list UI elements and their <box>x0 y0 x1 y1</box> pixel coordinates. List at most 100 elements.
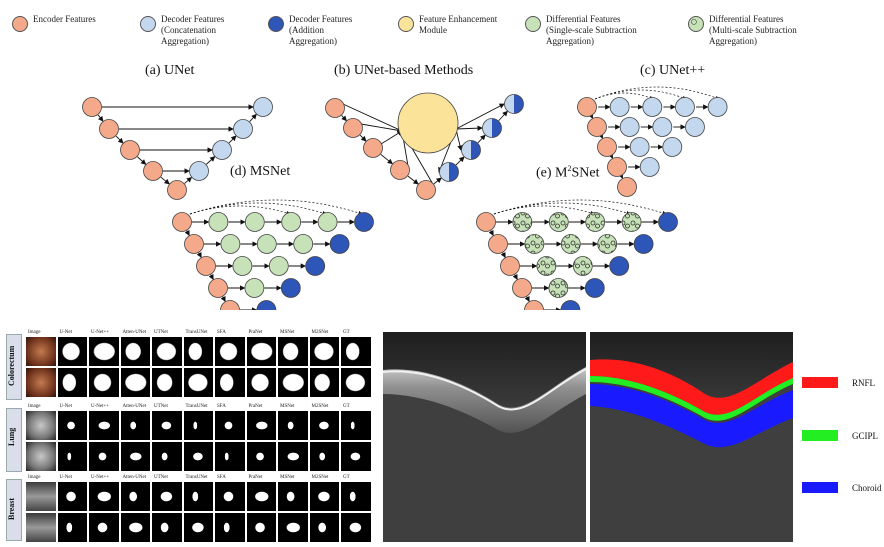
legend-swatch <box>525 16 541 32</box>
msnet-differential-node <box>244 212 265 232</box>
connection-arrow <box>342 103 403 132</box>
connection-arrow <box>498 110 508 121</box>
column-label: PraNet <box>248 330 263 335</box>
msnet-addition-decoder-node <box>354 212 374 232</box>
encoder-node <box>325 98 345 118</box>
skip-arc <box>493 205 595 215</box>
connection-arrow <box>137 156 147 165</box>
segmentation-mask-thumbnail <box>309 482 339 511</box>
connection-arrow <box>588 112 593 119</box>
segmentation-mask-thumbnail <box>341 411 371 440</box>
segmentation-mask-thumbnail <box>89 482 119 511</box>
column-label: MSNet <box>280 475 295 480</box>
panel-title-e: (e) M2SNet <box>536 164 600 182</box>
skip-arc <box>493 202 631 215</box>
encoder-node <box>587 117 607 137</box>
encoder-node <box>82 97 102 117</box>
connection-arrow <box>500 251 506 259</box>
m2snet-differential-node <box>536 256 557 276</box>
column-label: Atten-UNet <box>122 404 147 409</box>
encoder-node <box>476 212 496 232</box>
msnet-differential-node <box>317 212 338 232</box>
input-image-thumbnail <box>26 337 56 366</box>
segmentation-mask-thumbnail <box>341 513 371 542</box>
segmentation-mask-thumbnail <box>246 442 276 471</box>
architecture-diagrams <box>82 86 728 310</box>
connection-arrow <box>115 135 124 144</box>
msnet-addition-decoder-node <box>280 278 301 298</box>
msnet-addition-decoder-node <box>329 234 350 254</box>
column-label: PraNet <box>248 404 263 409</box>
encoder-node <box>607 157 627 177</box>
segmentation-mask-thumbnail <box>278 411 308 440</box>
decoder-node <box>609 97 630 117</box>
segmentation-mask-thumbnail <box>215 368 245 397</box>
segmentation-mask-thumbnail <box>89 513 119 542</box>
column-label: Image <box>28 475 41 480</box>
segmentation-mask-thumbnail <box>341 442 371 471</box>
segmentation-mask-thumbnail <box>278 442 308 471</box>
legend-label: Decoder Features (Addition Aggregation) <box>289 14 353 46</box>
segmentation-mask-thumbnail <box>152 442 182 471</box>
row-label-box <box>6 334 22 400</box>
m2snet-addition-decoder-node <box>609 256 630 276</box>
msnet-differential-node <box>220 234 241 254</box>
segmentation-mask-thumbnail <box>183 482 213 511</box>
skip-arc <box>594 92 654 100</box>
connection-arrow <box>380 153 393 165</box>
decoder-node <box>639 157 660 177</box>
input-image-thumbnail <box>26 442 56 471</box>
column-label: SFA <box>217 404 226 409</box>
segmentation-mask-thumbnail <box>57 337 87 366</box>
segmentation-mask-thumbnail <box>89 337 119 366</box>
connection-arrow <box>341 115 347 122</box>
decoder-node-hybrid <box>504 94 524 114</box>
column-label: TransUNet <box>185 404 208 409</box>
oct-legend-label: GCIPL <box>852 431 879 441</box>
encoder-node <box>184 234 204 254</box>
connection-arrow <box>249 113 257 122</box>
skip-arc <box>189 202 327 215</box>
connection-arrow <box>618 172 623 179</box>
connection-arrow <box>184 176 193 184</box>
row-label: Lung <box>7 427 16 446</box>
segmentation-mask-thumbnail <box>183 368 213 397</box>
panel-title-e-suffix: SNet <box>571 165 600 181</box>
m2snet-differential-node <box>597 234 618 254</box>
encoder-node <box>99 119 119 139</box>
segmentation-mask-thumbnail <box>120 513 150 542</box>
connection-arrow <box>477 134 486 144</box>
segmentation-mask-thumbnail <box>183 411 213 440</box>
segmentation-mask-thumbnail <box>278 368 308 397</box>
segmentation-mask-thumbnail <box>152 337 182 366</box>
msnet-differential-node <box>232 256 253 276</box>
connection-arrow <box>455 103 505 130</box>
m2snet-differential-node <box>548 212 569 232</box>
decoder-node <box>212 140 232 160</box>
oct-segmented-image <box>590 332 793 542</box>
segmentation-mask-thumbnail <box>57 442 87 471</box>
skip-arc <box>189 199 363 215</box>
encoder-node <box>143 161 163 181</box>
segmentation-mask-thumbnail <box>183 442 213 471</box>
column-label: M2SNet <box>311 475 329 480</box>
connection-arrow <box>407 175 419 185</box>
segmentation-mask-thumbnail <box>120 411 150 440</box>
msnet-addition-decoder-node <box>256 300 277 310</box>
encoder-node <box>167 180 187 200</box>
segmentation-mask-thumbnail <box>152 368 182 397</box>
oct-legend-label: RNFL <box>852 378 876 388</box>
legend-label: Feature Enhancement Module <box>419 14 498 35</box>
segmentation-mask-thumbnail <box>152 482 182 511</box>
skip-arc <box>493 199 667 215</box>
column-label: GT <box>343 404 350 409</box>
m2snet-addition-decoder-node <box>633 234 654 254</box>
oct-legend-swatch <box>802 377 838 388</box>
decoder-node-hybrid <box>461 140 481 160</box>
connection-arrow <box>455 156 465 166</box>
encoder-node <box>577 97 597 117</box>
encoder-node <box>120 140 140 160</box>
segmentation-mask-thumbnail <box>246 513 276 542</box>
skip-arc <box>189 205 291 215</box>
